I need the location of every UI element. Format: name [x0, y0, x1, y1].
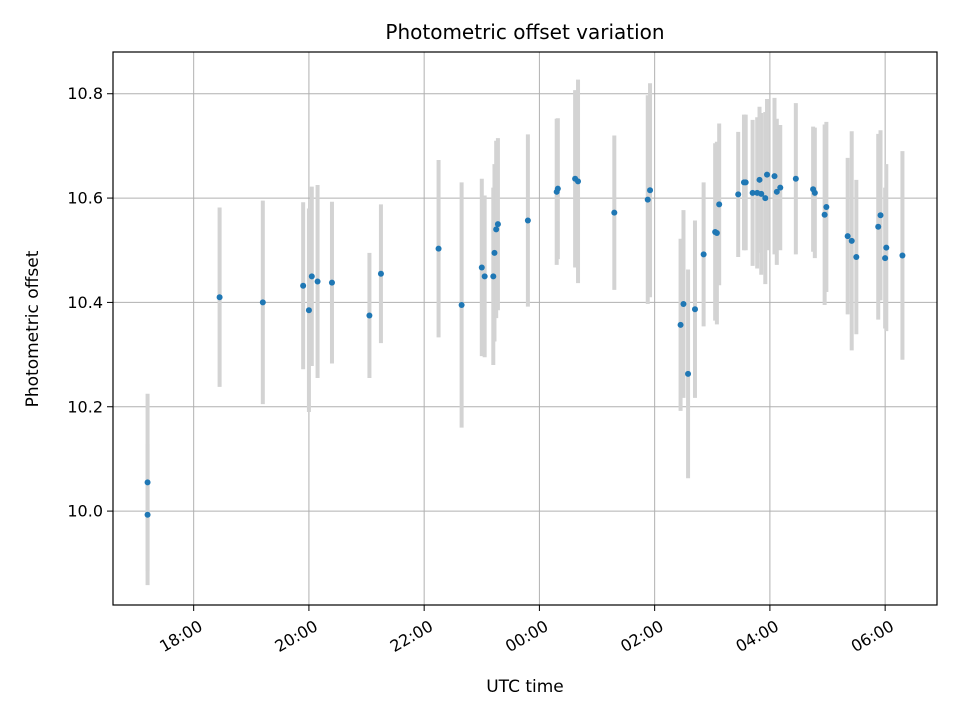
data-point: [685, 370, 692, 377]
data-point: [875, 223, 882, 230]
data-point: [144, 479, 151, 486]
plot-frame: [112, 51, 938, 606]
data-points: [144, 171, 906, 518]
data-point: [647, 187, 654, 194]
data-point: [811, 189, 818, 196]
data-point: [677, 321, 684, 328]
data-point: [490, 273, 497, 280]
data-point: [823, 203, 830, 210]
data-point: [644, 196, 651, 203]
data-point: [328, 279, 335, 286]
data-point: [883, 244, 890, 251]
data-point: [366, 312, 373, 319]
data-point: [305, 307, 312, 314]
data-point: [848, 237, 855, 244]
chart-title: Photometric offset variation: [385, 20, 664, 44]
data-point: [300, 282, 307, 289]
data-point: [771, 173, 778, 180]
data-point: [713, 230, 720, 237]
grid: [113, 52, 937, 605]
data-point: [899, 252, 906, 259]
x-axis-label: UTC time: [486, 677, 564, 697]
data-point: [524, 217, 531, 224]
y-tick-label: 10.2: [67, 397, 103, 416]
data-point: [308, 273, 315, 280]
data-point: [481, 273, 488, 280]
data-point: [611, 209, 618, 216]
data-point: [756, 176, 763, 183]
data-point: [749, 189, 756, 196]
data-point: [478, 264, 485, 271]
data-point: [773, 188, 780, 195]
data-point: [853, 254, 860, 261]
data-point: [762, 195, 769, 202]
data-point: [493, 226, 500, 233]
data-point: [314, 278, 321, 285]
data-point: [216, 294, 223, 301]
data-point: [735, 191, 742, 198]
data-point: [377, 270, 384, 277]
y-tick-label: 10.0: [67, 502, 103, 521]
data-point: [680, 300, 687, 307]
data-point: [844, 233, 851, 240]
data-point: [259, 299, 266, 306]
data-point: [491, 249, 498, 256]
data-point: [742, 179, 749, 186]
data-point: [691, 306, 698, 313]
data-point: [792, 175, 799, 182]
data-point: [777, 184, 784, 191]
data-point: [554, 185, 561, 192]
y-axis-label: Photometric offset: [23, 250, 43, 407]
data-point: [458, 302, 465, 309]
y-axis-ticks: 10.0 10.2 10.4 10.6 10.8: [67, 84, 113, 521]
y-tick-label: 10.4: [67, 293, 103, 312]
data-point: [700, 251, 707, 258]
data-point: [821, 211, 828, 218]
data-point: [758, 190, 765, 197]
data-point: [877, 212, 884, 219]
data-point: [882, 255, 889, 262]
data-point: [764, 171, 771, 178]
y-tick-label: 10.8: [67, 84, 103, 103]
data-point: [435, 245, 442, 252]
data-point: [575, 178, 582, 185]
y-tick-label: 10.6: [67, 189, 103, 208]
data-point: [716, 201, 723, 208]
data-point: [494, 221, 501, 228]
data-point: [144, 511, 151, 518]
